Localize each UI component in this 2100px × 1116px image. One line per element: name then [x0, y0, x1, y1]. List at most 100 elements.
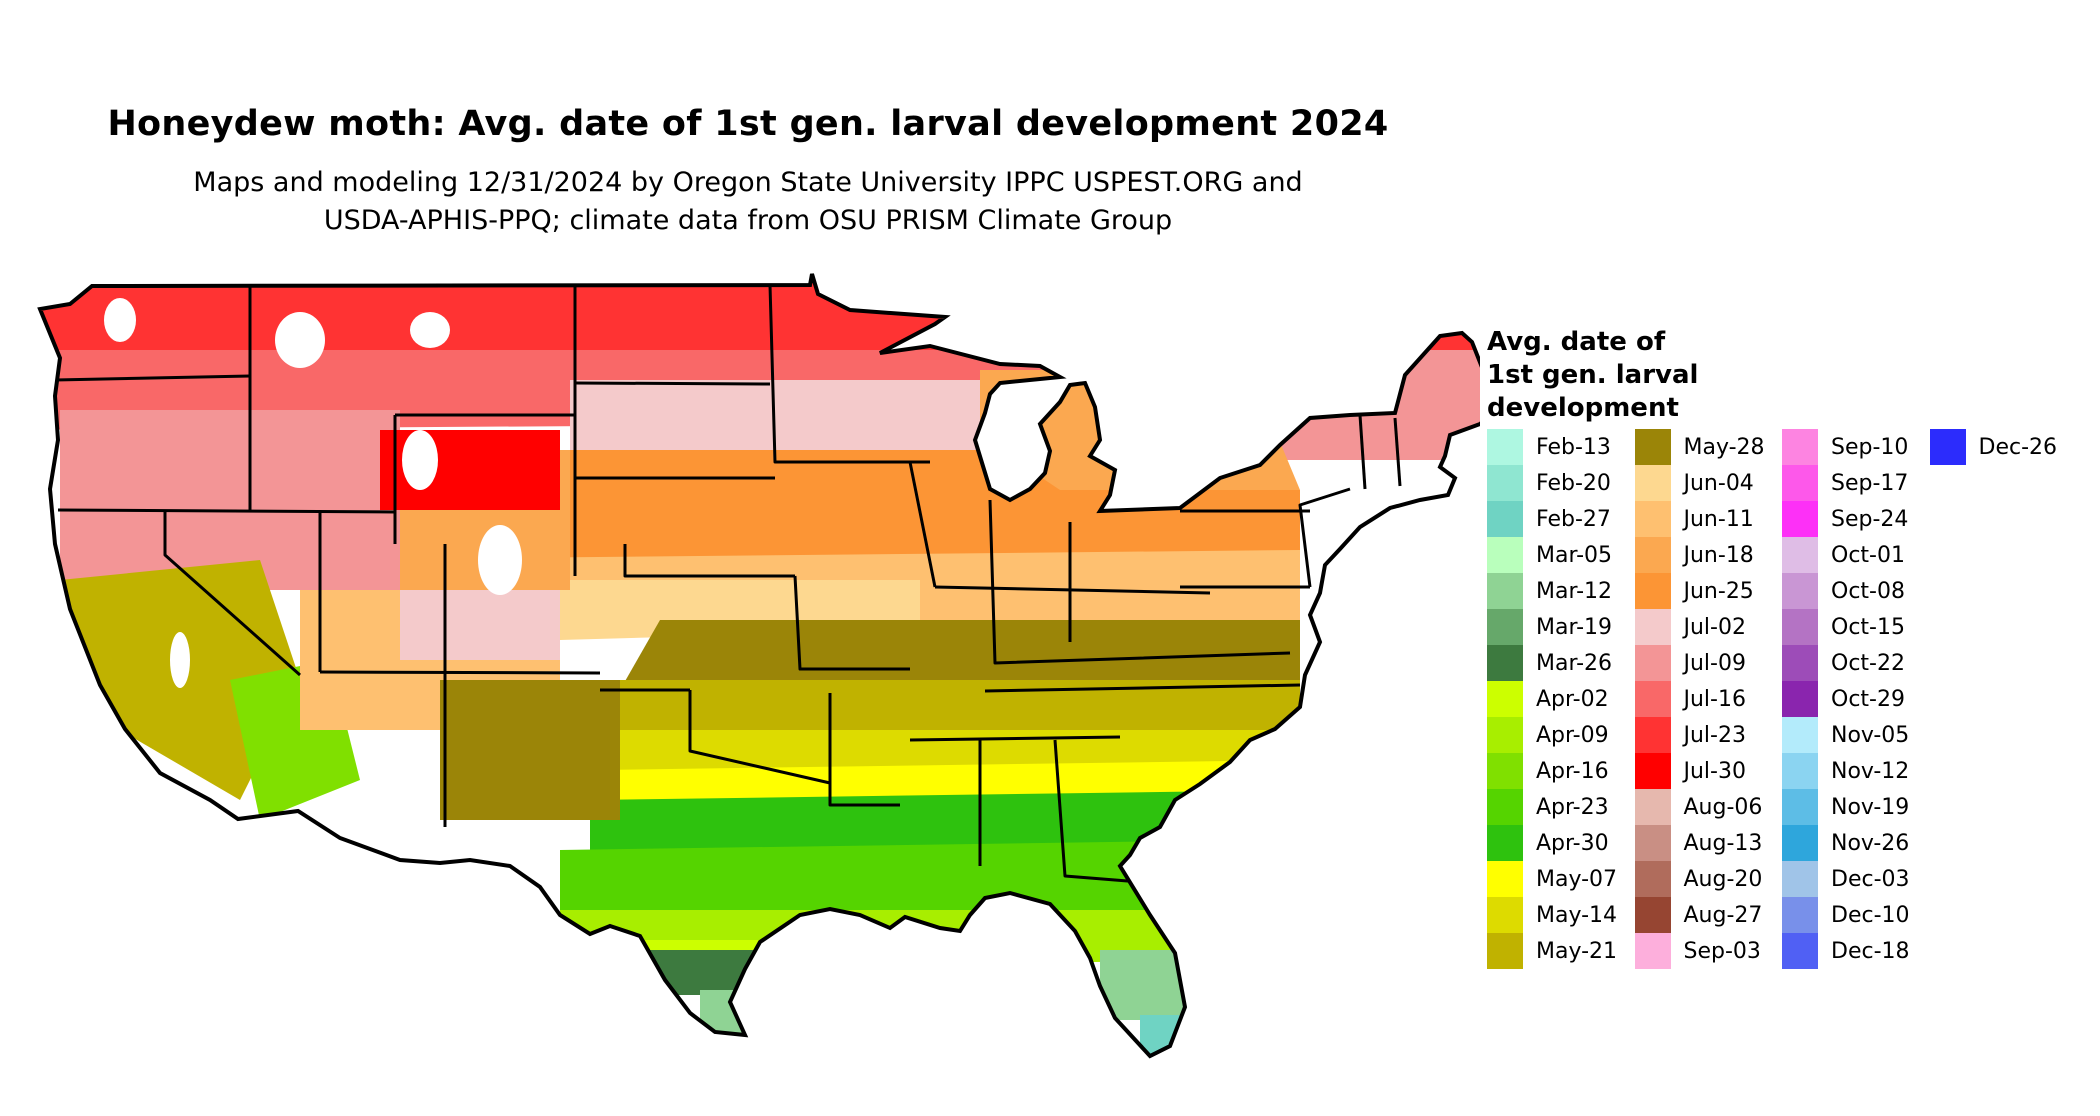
legend-label: Feb-27	[1536, 506, 1611, 532]
legend-label: Dec-18	[1831, 938, 1910, 964]
raster-zone-unreached	[170, 632, 190, 688]
legend-swatch	[1782, 753, 1818, 789]
legend-label: Sep-03	[1683, 938, 1761, 964]
legend-label: Oct-29	[1831, 686, 1905, 712]
legend-label: Jun-04	[1683, 470, 1754, 496]
map-title: Honeydew moth: Avg. date of 1st gen. lar…	[107, 104, 1389, 144]
legend-item: Oct-08	[1782, 573, 1905, 609]
legend-item: Aug-20	[1634, 861, 1762, 897]
legend-label: Apr-16	[1536, 758, 1609, 784]
legend: Avg. date of 1st gen. larval development…	[1487, 326, 2087, 974]
legend-item: Feb-13	[1487, 429, 1611, 465]
legend-swatch	[1634, 609, 1671, 645]
legend-item: Apr-16	[1487, 753, 1609, 789]
legend-label: Jul-23	[1683, 722, 1746, 748]
legend-item: Jun-18	[1634, 537, 1754, 573]
legend-item: Sep-10	[1782, 429, 1908, 465]
legend-item: Aug-06	[1634, 789, 1763, 825]
legend-item: Nov-26	[1782, 825, 1909, 861]
legend-label: Sep-24	[1831, 506, 1909, 532]
legend-swatch	[1782, 645, 1818, 681]
legend-item: Dec-03	[1782, 861, 1910, 897]
legend-label: Oct-08	[1831, 578, 1905, 604]
legend-label: May-28	[1683, 434, 1765, 460]
state-border	[793, 575, 910, 671]
legend-swatch	[1634, 753, 1671, 789]
legend-item: May-28	[1634, 429, 1765, 465]
legend-label: Jun-25	[1683, 578, 1754, 604]
state-border	[688, 690, 831, 785]
subtitle-line-1: Maps and modeling 12/31/2024 by Oregon S…	[193, 167, 1303, 198]
legend-swatch	[1782, 717, 1818, 753]
legend-swatch	[1634, 897, 1671, 933]
legend-item: Sep-24	[1782, 501, 1908, 537]
legend-label: Jun-11	[1683, 506, 1754, 532]
legend-swatch	[1487, 897, 1523, 933]
raster-zone	[440, 680, 620, 820]
legend-label: Jun-18	[1683, 542, 1754, 568]
legend-label: May-21	[1536, 938, 1618, 964]
legend-item: Jul-30	[1634, 753, 1746, 789]
raster-zone	[400, 590, 560, 660]
raster-zone-unreached	[410, 312, 450, 348]
subtitle-line-2: USDA-APHIS-PPQ; climate data from OSU PR…	[323, 205, 1173, 236]
legend-swatch	[1487, 789, 1523, 825]
raster-zone	[570, 450, 1300, 560]
legend-item: Feb-27	[1487, 501, 1611, 537]
phenology-raster	[40, 274, 1480, 1056]
state-border	[1053, 739, 1141, 884]
legend-label: Jul-16	[1683, 686, 1746, 712]
legend-swatch	[1634, 465, 1671, 501]
legend-label: Nov-26	[1831, 830, 1910, 856]
legend-swatch	[1634, 933, 1671, 969]
legend-item: Oct-01	[1782, 537, 1905, 573]
legend-label: Jul-09	[1683, 650, 1746, 676]
legend-swatch	[1782, 429, 1818, 465]
legend-label: May-14	[1536, 902, 1618, 928]
raster-zone-unreached	[402, 430, 438, 490]
state-border	[768, 284, 930, 464]
state-border	[988, 499, 1291, 665]
legend-item: May-21	[1487, 933, 1617, 969]
legend-item: Apr-09	[1487, 717, 1609, 753]
legend-item: Mar-05	[1487, 537, 1612, 573]
legend-swatch	[1487, 861, 1523, 897]
legend-label: Aug-06	[1683, 794, 1763, 820]
legend-label: Oct-15	[1831, 614, 1905, 640]
state-border	[908, 461, 937, 588]
legend-label: Mar-12	[1536, 578, 1613, 604]
raster-zone-unreached	[478, 525, 522, 595]
legend-item: Dec-18	[1782, 933, 1910, 969]
us-map	[38, 272, 1480, 1058]
legend-item: Mar-19	[1487, 609, 1612, 645]
legend-label: Feb-20	[1536, 470, 1611, 496]
legend-label: Apr-23	[1536, 794, 1609, 820]
legend-label: Sep-10	[1831, 434, 1909, 460]
legend-swatch	[1782, 789, 1818, 825]
legend-item: May-07	[1487, 861, 1617, 897]
legend-label: Oct-22	[1831, 650, 1905, 676]
legend-item: May-14	[1487, 897, 1617, 933]
legend-label: Apr-09	[1536, 722, 1609, 748]
legend-swatch	[1782, 501, 1818, 537]
state-borders	[54, 284, 1402, 884]
legend-swatch	[1782, 681, 1818, 717]
state-border	[1358, 414, 1367, 490]
legend-item: Jul-09	[1634, 645, 1746, 681]
legend-label: Apr-02	[1536, 686, 1609, 712]
map-subtitle: Maps and modeling 12/31/2024 by Oregon S…	[0, 164, 1496, 240]
legend-item: Sep-03	[1634, 933, 1761, 969]
legend-swatch	[1487, 753, 1523, 789]
legend-swatch	[1634, 537, 1671, 573]
legend-item: Mar-12	[1487, 573, 1612, 609]
legend-label: Oct-01	[1831, 542, 1905, 568]
legend-swatch	[1634, 645, 1671, 681]
legend-item: Jul-02	[1634, 609, 1746, 645]
legend-label: Sep-17	[1831, 470, 1909, 496]
legend-swatch	[1487, 429, 1523, 465]
legend-label: Apr-30	[1536, 830, 1609, 856]
legend-item: Aug-13	[1634, 825, 1762, 861]
legend-label: Dec-03	[1831, 866, 1910, 892]
legend-item: Apr-30	[1487, 825, 1609, 861]
